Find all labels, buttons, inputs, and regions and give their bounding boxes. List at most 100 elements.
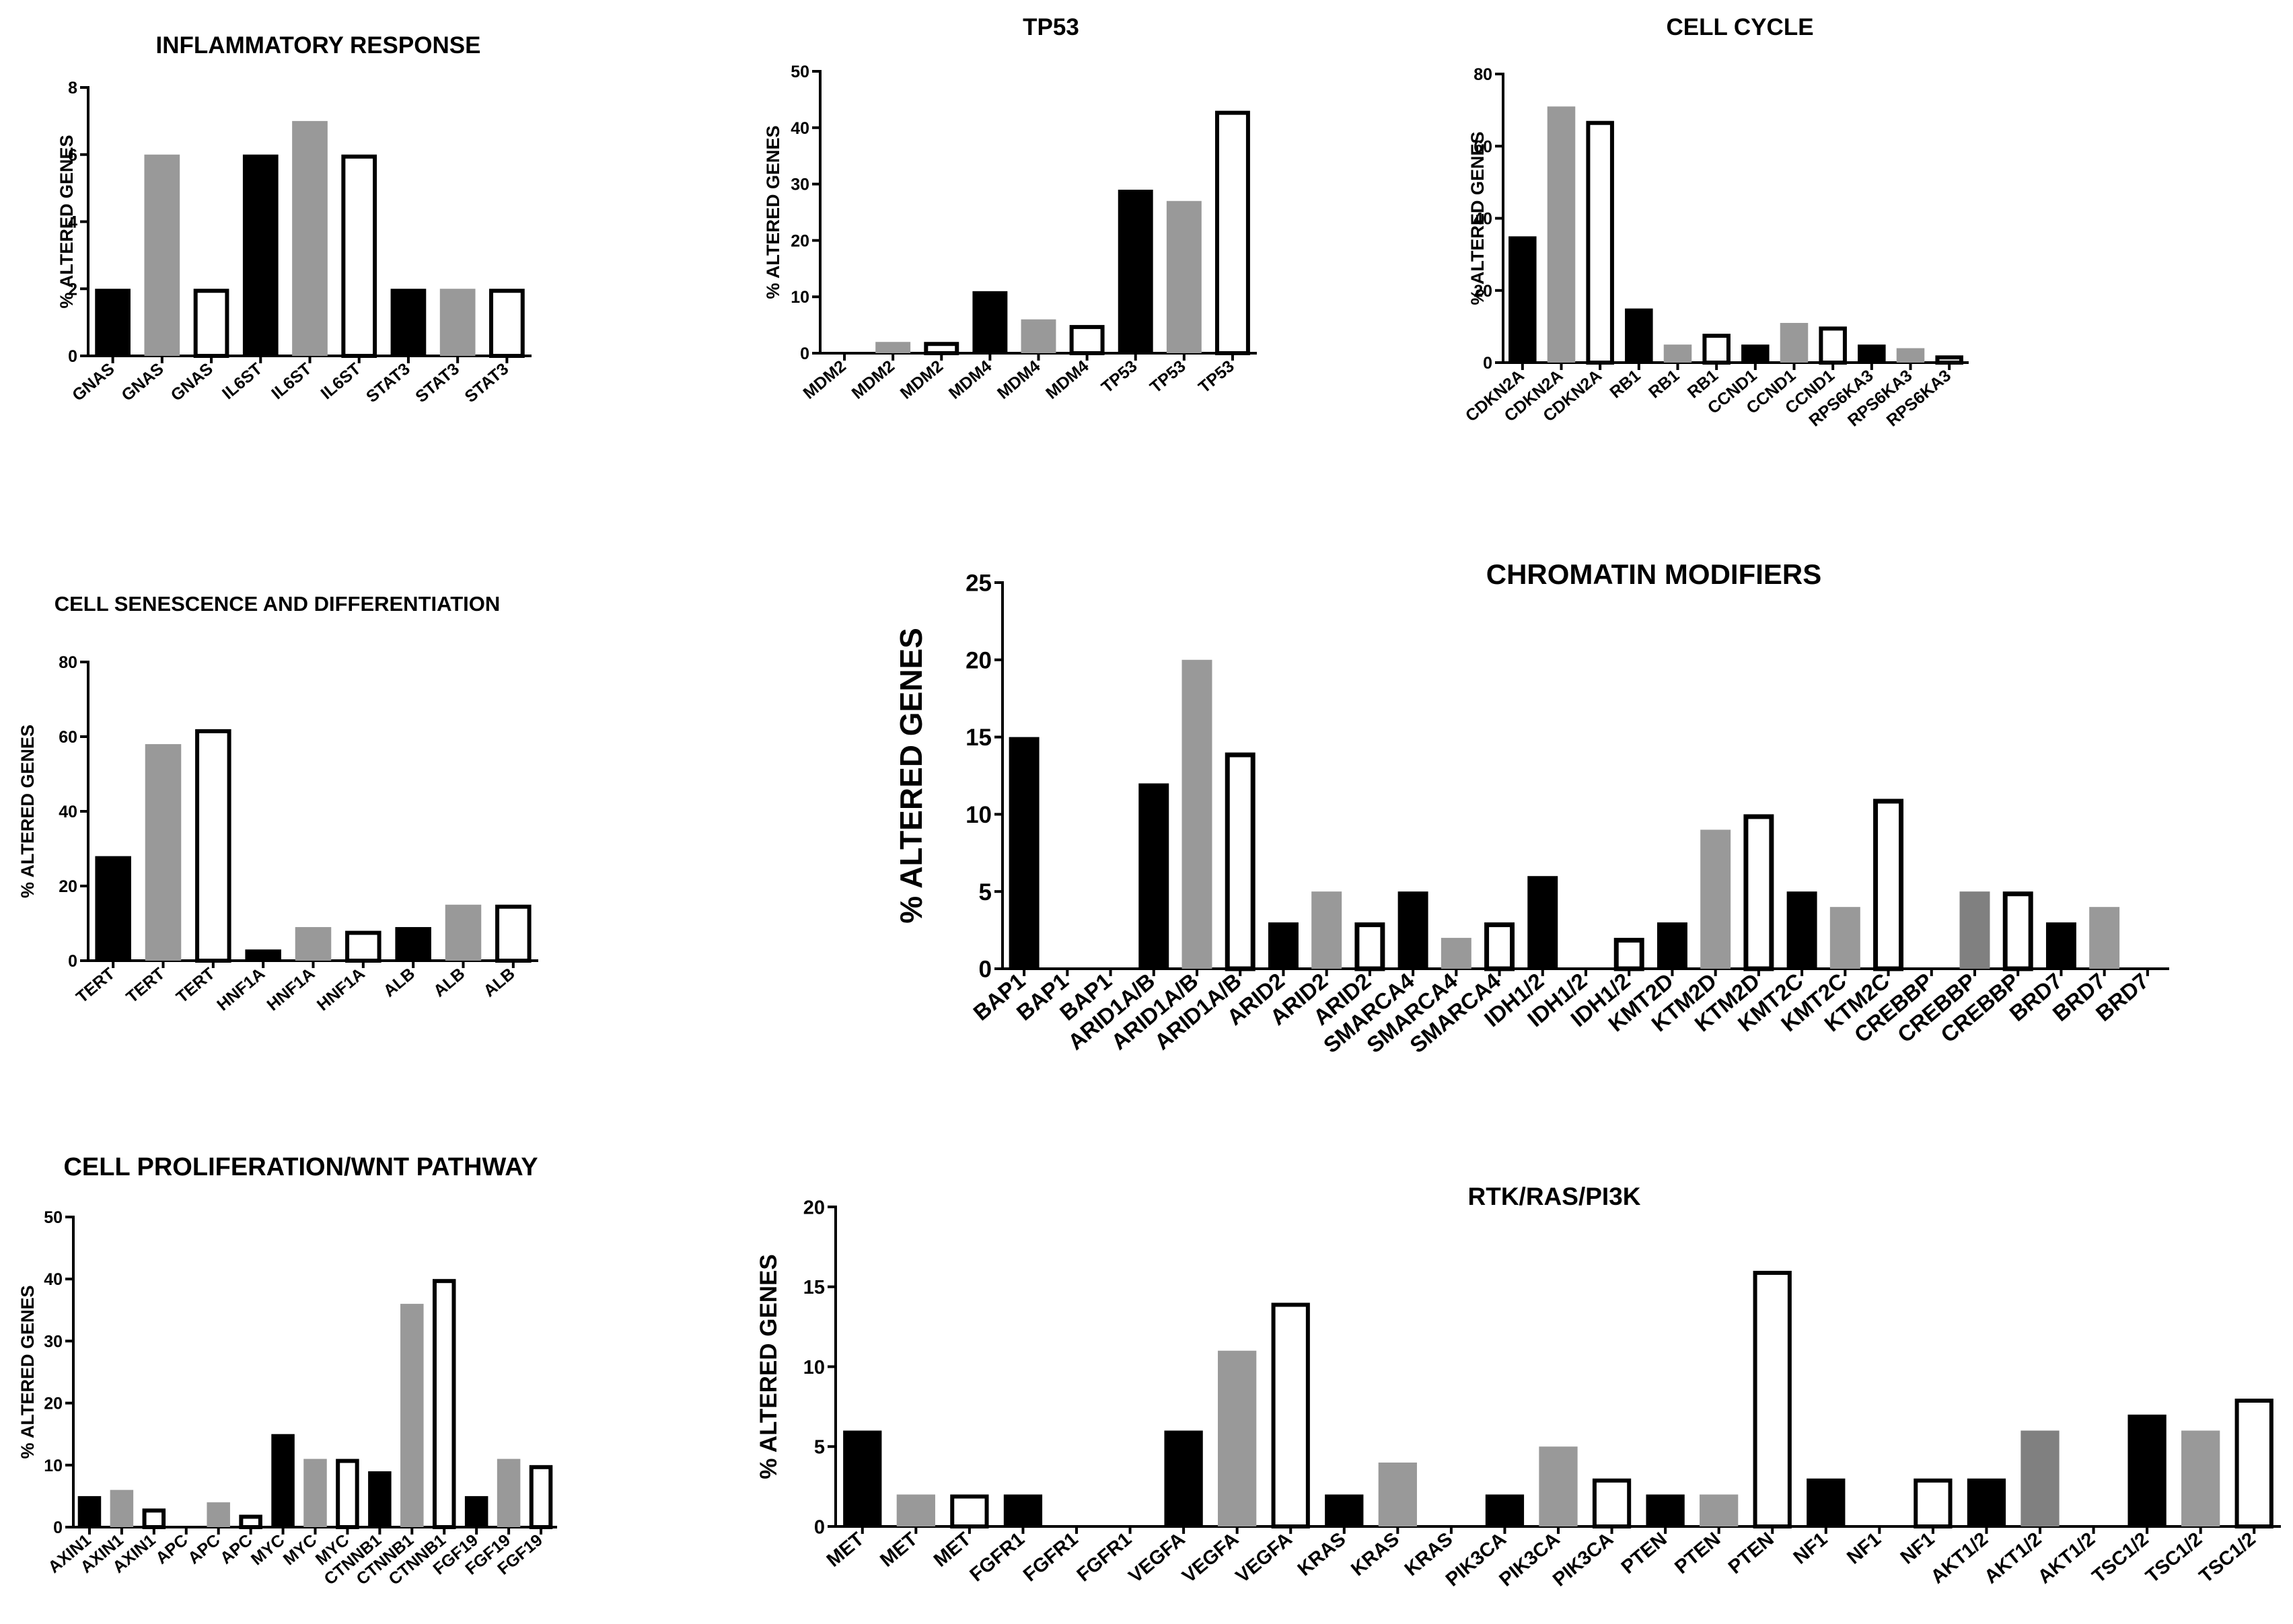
y-tick-label: 30	[44, 1332, 63, 1351]
y-tick-label: 20	[59, 877, 77, 896]
category-label: MET	[876, 1528, 922, 1572]
category-label: PIK3CA	[1442, 1528, 1511, 1591]
bar-proliferation-14	[529, 1465, 553, 1530]
category-label: FGFR1	[1019, 1528, 1082, 1586]
bar-proliferation-10	[400, 1304, 424, 1527]
bar-rtk-17	[1753, 1271, 1792, 1528]
category-label: GNAS	[69, 359, 118, 405]
bar-cellcycle-0	[1508, 236, 1537, 363]
bar-senescence-0	[95, 856, 131, 961]
y-tick-label: 0	[800, 344, 809, 363]
bar-chromatin-11	[1484, 922, 1515, 971]
bar-rtk-22	[2021, 1430, 2060, 1526]
bar-chromatin-5	[1225, 752, 1255, 971]
bar-cellcycle-2	[1586, 120, 1614, 365]
bar-rtk-18	[1807, 1478, 1846, 1526]
y-tick-label: 8	[68, 79, 77, 98]
bar-inflammatory-8	[489, 289, 525, 358]
bar-senescence-5	[345, 930, 381, 963]
chart-title: RTK/RAS/PI3K	[1468, 1183, 1641, 1210]
bar-rtk-12	[1485, 1494, 1525, 1526]
bar-proliferation-13	[497, 1459, 521, 1527]
bar-rtk-24	[2127, 1414, 2167, 1526]
bar-inflammatory-3	[242, 154, 279, 356]
chart-title: CELL PROLIFERATION/WNT PATHWAY	[63, 1153, 538, 1181]
y-tick-label: 0	[68, 347, 77, 366]
category-label: MDM4	[1042, 357, 1092, 403]
y-tick-label: 10	[44, 1456, 63, 1475]
category-label: FGFR1	[1073, 1528, 1136, 1586]
chart-title: TP53	[1023, 14, 1079, 40]
chart-title: CELL CYCLE	[1666, 14, 1813, 40]
bar-proliferation-8	[336, 1459, 359, 1530]
bar-proliferation-6	[271, 1434, 295, 1527]
bar-chromatin-17	[1743, 814, 1774, 971]
bar-chromatin-18	[1786, 891, 1817, 969]
category-label: TERT	[73, 964, 118, 1006]
y-tick-label: 60	[1473, 137, 1492, 156]
chart-title: CELL SENESCENCE AND DIFFERENTIATION	[54, 592, 501, 616]
category-label: MET	[823, 1528, 869, 1572]
bar-chromatin-6	[1268, 922, 1299, 969]
chart-tp53: TP53% ALTERED GENES01020304050MDM2MDM2MD…	[763, 14, 1257, 403]
category-label: NF1	[1897, 1528, 1939, 1569]
bar-rtk-0	[843, 1430, 882, 1526]
bar-proliferation-0	[77, 1496, 102, 1527]
y-tick-label: 6	[68, 146, 77, 165]
y-tick-label: 10	[791, 288, 809, 307]
y-tick-label: 2	[68, 280, 77, 299]
y-tick-label: 0	[1483, 354, 1492, 373]
bar-proliferation-12	[464, 1496, 488, 1527]
bar-senescence-4	[295, 927, 332, 961]
category-label: TP53	[1146, 357, 1190, 397]
bar-chromatin-7	[1311, 891, 1342, 969]
category-label: AKT1/2	[2034, 1528, 2099, 1588]
y-tick-label: 4	[68, 213, 77, 232]
y-tick-label: 80	[59, 653, 77, 672]
category-label: PIK3CA	[1495, 1528, 1564, 1591]
bar-chromatin-19	[1829, 907, 1860, 969]
category-label: GNAS	[168, 359, 217, 405]
bar-chromatin-24	[2045, 922, 2076, 969]
bar-tp53-2	[924, 342, 959, 355]
bar-rtk-26	[2234, 1399, 2273, 1528]
bar-proliferation-1	[110, 1489, 134, 1527]
category-label: TSC1/2	[2195, 1528, 2260, 1588]
bar-inflammatory-4	[292, 120, 328, 356]
bar-rtk-3	[1003, 1494, 1043, 1526]
bar-chromatin-12	[1527, 876, 1558, 969]
category-label: MDM2	[848, 357, 898, 403]
category-label: IL6ST	[268, 359, 315, 403]
bar-proliferation-11	[432, 1279, 456, 1529]
bar-cellcycle-3	[1625, 308, 1653, 363]
category-label: TP53	[1195, 357, 1238, 397]
category-label: VEGFA	[1232, 1528, 1297, 1588]
category-label: APC	[217, 1530, 256, 1567]
chart-cell-cycle: CELL CYCLE% ALTERED GENES020406080CDKN2A…	[1462, 14, 1969, 431]
bar-proliferation-4	[207, 1502, 230, 1527]
bar-tp53-1	[875, 342, 911, 353]
y-axis-label: % ALTERED GENES	[57, 135, 77, 308]
category-label: AKT1/2	[1980, 1528, 2045, 1588]
category-label: IL6ST	[317, 359, 364, 403]
y-tick-label: 20	[803, 1197, 825, 1218]
category-label: MDM2	[800, 357, 850, 403]
y-axis-label: % ALTERED GENES	[17, 725, 38, 898]
y-tick-label: 0	[814, 1516, 825, 1538]
y-tick-label: 20	[791, 231, 809, 250]
chart-title: CHROMATIN MODIFIERS	[1486, 558, 1822, 590]
category-label: TERT	[122, 964, 168, 1006]
category-label: TSC1/2	[2142, 1528, 2206, 1588]
category-label: APC	[184, 1530, 223, 1567]
bar-proliferation-7	[303, 1459, 327, 1527]
category-label: PIK3CA	[1549, 1528, 1617, 1591]
bar-cellcycle-9	[1858, 344, 1886, 363]
bar-tp53-7	[1166, 200, 1202, 353]
category-label: ALB	[380, 964, 418, 1000]
bar-rtk-10	[1378, 1463, 1417, 1526]
bar-senescence-7	[445, 904, 482, 961]
category-label: MYC	[248, 1530, 289, 1569]
y-axis-label: % ALTERED GENES	[763, 125, 783, 299]
bar-rtk-16	[1700, 1494, 1739, 1526]
